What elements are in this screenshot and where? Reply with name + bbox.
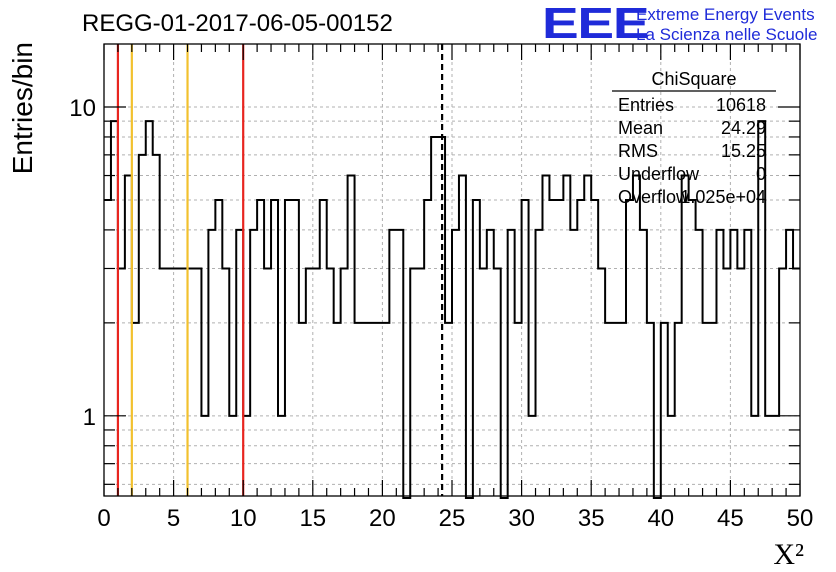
plot-title: REGG-01-2017-06-05-00152 <box>82 10 393 37</box>
x-tick-label: 10 <box>230 505 257 532</box>
x-tick-label: 40 <box>647 505 674 532</box>
stats-box: ChiSquare Entries 10618 Mean 24.29 RMS 15.25 Un… <box>612 69 776 207</box>
x-tick-label: 5 <box>167 505 180 532</box>
x-tick-label: 20 <box>369 505 396 532</box>
x-tick-label: 50 <box>787 505 814 532</box>
logo-mark: EEE <box>542 0 650 48</box>
y-tick-label: 10 <box>69 95 96 122</box>
axis-ticks: 1 10 0 5 10 15 20 25 30 35 40 45 50 <box>69 44 813 532</box>
histogram-line <box>104 120 800 499</box>
x-tick-label: 0 <box>97 505 110 532</box>
histogram-series <box>104 120 800 499</box>
stats-value: 0 <box>756 164 766 184</box>
x-tick-label: 15 <box>299 505 326 532</box>
logo-line-1: Extreme Energy Events <box>636 5 815 24</box>
stats-label: Entries <box>618 95 674 115</box>
y-axis-label: Entries/bin <box>7 42 38 174</box>
stats-label: Overflow <box>618 187 690 207</box>
stats-label: Mean <box>618 118 663 138</box>
stats-value: 10618 <box>716 95 766 115</box>
y-tick-label: 1 <box>83 404 96 431</box>
stats-label: RMS <box>618 141 658 161</box>
reference-lines <box>116 44 444 496</box>
stats-value: 15.25 <box>721 141 766 161</box>
stats-title: ChiSquare <box>651 69 736 89</box>
x-tick-label: 30 <box>508 505 535 532</box>
x-axis-label: X² <box>773 538 804 571</box>
stats-label: Underflow <box>618 164 700 184</box>
x-tick-label: 25 <box>439 505 466 532</box>
logo-line-2: La Scienza nelle Scuole <box>636 25 818 44</box>
x-tick-label: 35 <box>578 505 605 532</box>
stats-value: 1.025e+04 <box>680 187 766 207</box>
x-tick-label: 45 <box>717 505 744 532</box>
stats-value: 24.29 <box>721 118 766 138</box>
